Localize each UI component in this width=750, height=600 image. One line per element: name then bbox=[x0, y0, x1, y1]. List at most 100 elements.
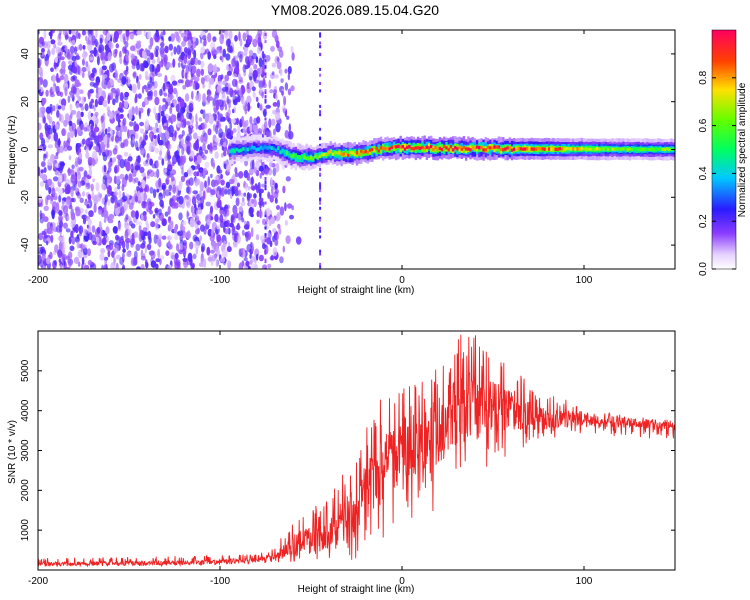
noise-speckle bbox=[67, 131, 71, 141]
noise-speckle bbox=[113, 30, 119, 40]
signal-cell bbox=[253, 146, 256, 150]
noise-streak bbox=[319, 189, 322, 193]
noise-speckle bbox=[82, 45, 86, 50]
noise-speckle bbox=[220, 152, 224, 158]
signal-cell bbox=[458, 145, 461, 149]
noise-speckle bbox=[274, 188, 279, 195]
noise-speckle bbox=[93, 47, 97, 57]
signal-cell bbox=[541, 147, 544, 151]
noise-speckle bbox=[220, 173, 224, 180]
noise-speckle bbox=[158, 104, 162, 114]
noise-speckle bbox=[119, 108, 124, 113]
noise-speckle bbox=[52, 85, 56, 93]
noise-speckle bbox=[139, 128, 145, 134]
noise-speckle bbox=[73, 183, 77, 188]
noise-speckle bbox=[81, 52, 87, 59]
noise-speckle bbox=[89, 56, 94, 61]
noise-speckle bbox=[257, 46, 262, 55]
noise-speckle bbox=[185, 186, 190, 194]
noise-speckle bbox=[202, 93, 207, 103]
noise-speckle bbox=[210, 41, 216, 51]
noise-speckle bbox=[258, 87, 264, 92]
noise-speckle bbox=[107, 51, 112, 62]
noise-speckle bbox=[248, 67, 253, 77]
noise-speckle bbox=[115, 262, 119, 269]
noise-speckle bbox=[171, 113, 174, 123]
noise-speckle bbox=[153, 80, 158, 89]
snr-xtick-label: 0 bbox=[399, 576, 405, 587]
noise-speckle bbox=[178, 195, 184, 205]
noise-speckle bbox=[231, 118, 236, 124]
signal-cell bbox=[460, 147, 463, 151]
noise-speckle bbox=[193, 171, 198, 177]
noise-streak bbox=[264, 211, 267, 215]
noise-speckle bbox=[259, 104, 263, 111]
noise-speckle bbox=[84, 178, 90, 184]
signal-cell bbox=[235, 147, 239, 152]
noise-streak bbox=[264, 32, 267, 36]
signal-cell bbox=[569, 147, 573, 151]
colorbar-tick-label: 0.6 bbox=[698, 118, 709, 132]
signal-cell bbox=[484, 148, 487, 152]
noise-speckle bbox=[180, 175, 186, 182]
noise-speckle bbox=[136, 61, 140, 71]
noise-speckle bbox=[219, 45, 223, 54]
noise-speckle bbox=[152, 188, 157, 199]
noise-speckle bbox=[57, 236, 63, 242]
signal-cell bbox=[425, 145, 429, 149]
noise-speckle bbox=[126, 251, 132, 258]
noise-streak bbox=[319, 104, 322, 108]
signal-cell bbox=[288, 152, 291, 157]
signal-cell bbox=[456, 147, 459, 151]
noise-speckle bbox=[279, 206, 285, 216]
noise-speckle bbox=[249, 253, 252, 259]
signal-cell bbox=[539, 147, 542, 151]
noise-speckle bbox=[130, 257, 136, 267]
noise-speckle bbox=[147, 230, 152, 241]
noise-speckle bbox=[128, 33, 135, 40]
noise-speckle bbox=[272, 89, 278, 94]
signal-cell bbox=[486, 145, 490, 149]
noise-speckle bbox=[100, 116, 104, 124]
noise-speckle bbox=[195, 113, 198, 123]
signal-cell bbox=[277, 146, 280, 151]
signal-cell bbox=[301, 155, 304, 163]
noise-speckle bbox=[81, 30, 87, 36]
noise-speckle bbox=[167, 155, 172, 160]
noise-speckle bbox=[98, 46, 102, 53]
noise-speckle bbox=[39, 210, 42, 220]
noise-speckle bbox=[86, 203, 90, 209]
noise-speckle bbox=[85, 35, 88, 42]
noise-speckle bbox=[133, 30, 137, 34]
noise-speckle bbox=[104, 128, 108, 136]
noise-speckle bbox=[166, 61, 171, 69]
noise-speckle bbox=[40, 161, 46, 168]
noise-speckle bbox=[43, 216, 49, 223]
noise-speckle bbox=[58, 145, 64, 153]
noise-speckle bbox=[155, 218, 160, 223]
noise-speckle bbox=[215, 124, 219, 135]
noise-speckle bbox=[207, 256, 213, 262]
noise-speckle bbox=[233, 66, 240, 76]
signal-cell bbox=[368, 148, 372, 152]
noise-speckle bbox=[106, 173, 110, 179]
noise-speckle bbox=[38, 39, 44, 48]
noise-speckle bbox=[45, 240, 49, 246]
noise-speckle bbox=[95, 93, 99, 99]
noise-speckle bbox=[187, 39, 192, 48]
noise-speckle bbox=[91, 234, 96, 244]
noise-speckle bbox=[283, 96, 287, 106]
noise-speckle bbox=[223, 240, 227, 248]
signal-cell bbox=[410, 146, 413, 151]
snr-series-line bbox=[38, 334, 675, 568]
noise-speckle bbox=[156, 188, 160, 193]
signal-cell bbox=[379, 146, 383, 150]
noise-speckle bbox=[214, 213, 219, 223]
snr-ytick-label: 1000 bbox=[20, 519, 31, 542]
noise-speckle bbox=[258, 165, 264, 172]
noise-speckle bbox=[251, 255, 255, 263]
noise-speckle bbox=[121, 195, 128, 202]
noise-speckle bbox=[106, 106, 111, 112]
noise-speckle bbox=[255, 160, 260, 170]
noise-speckle bbox=[174, 252, 179, 260]
